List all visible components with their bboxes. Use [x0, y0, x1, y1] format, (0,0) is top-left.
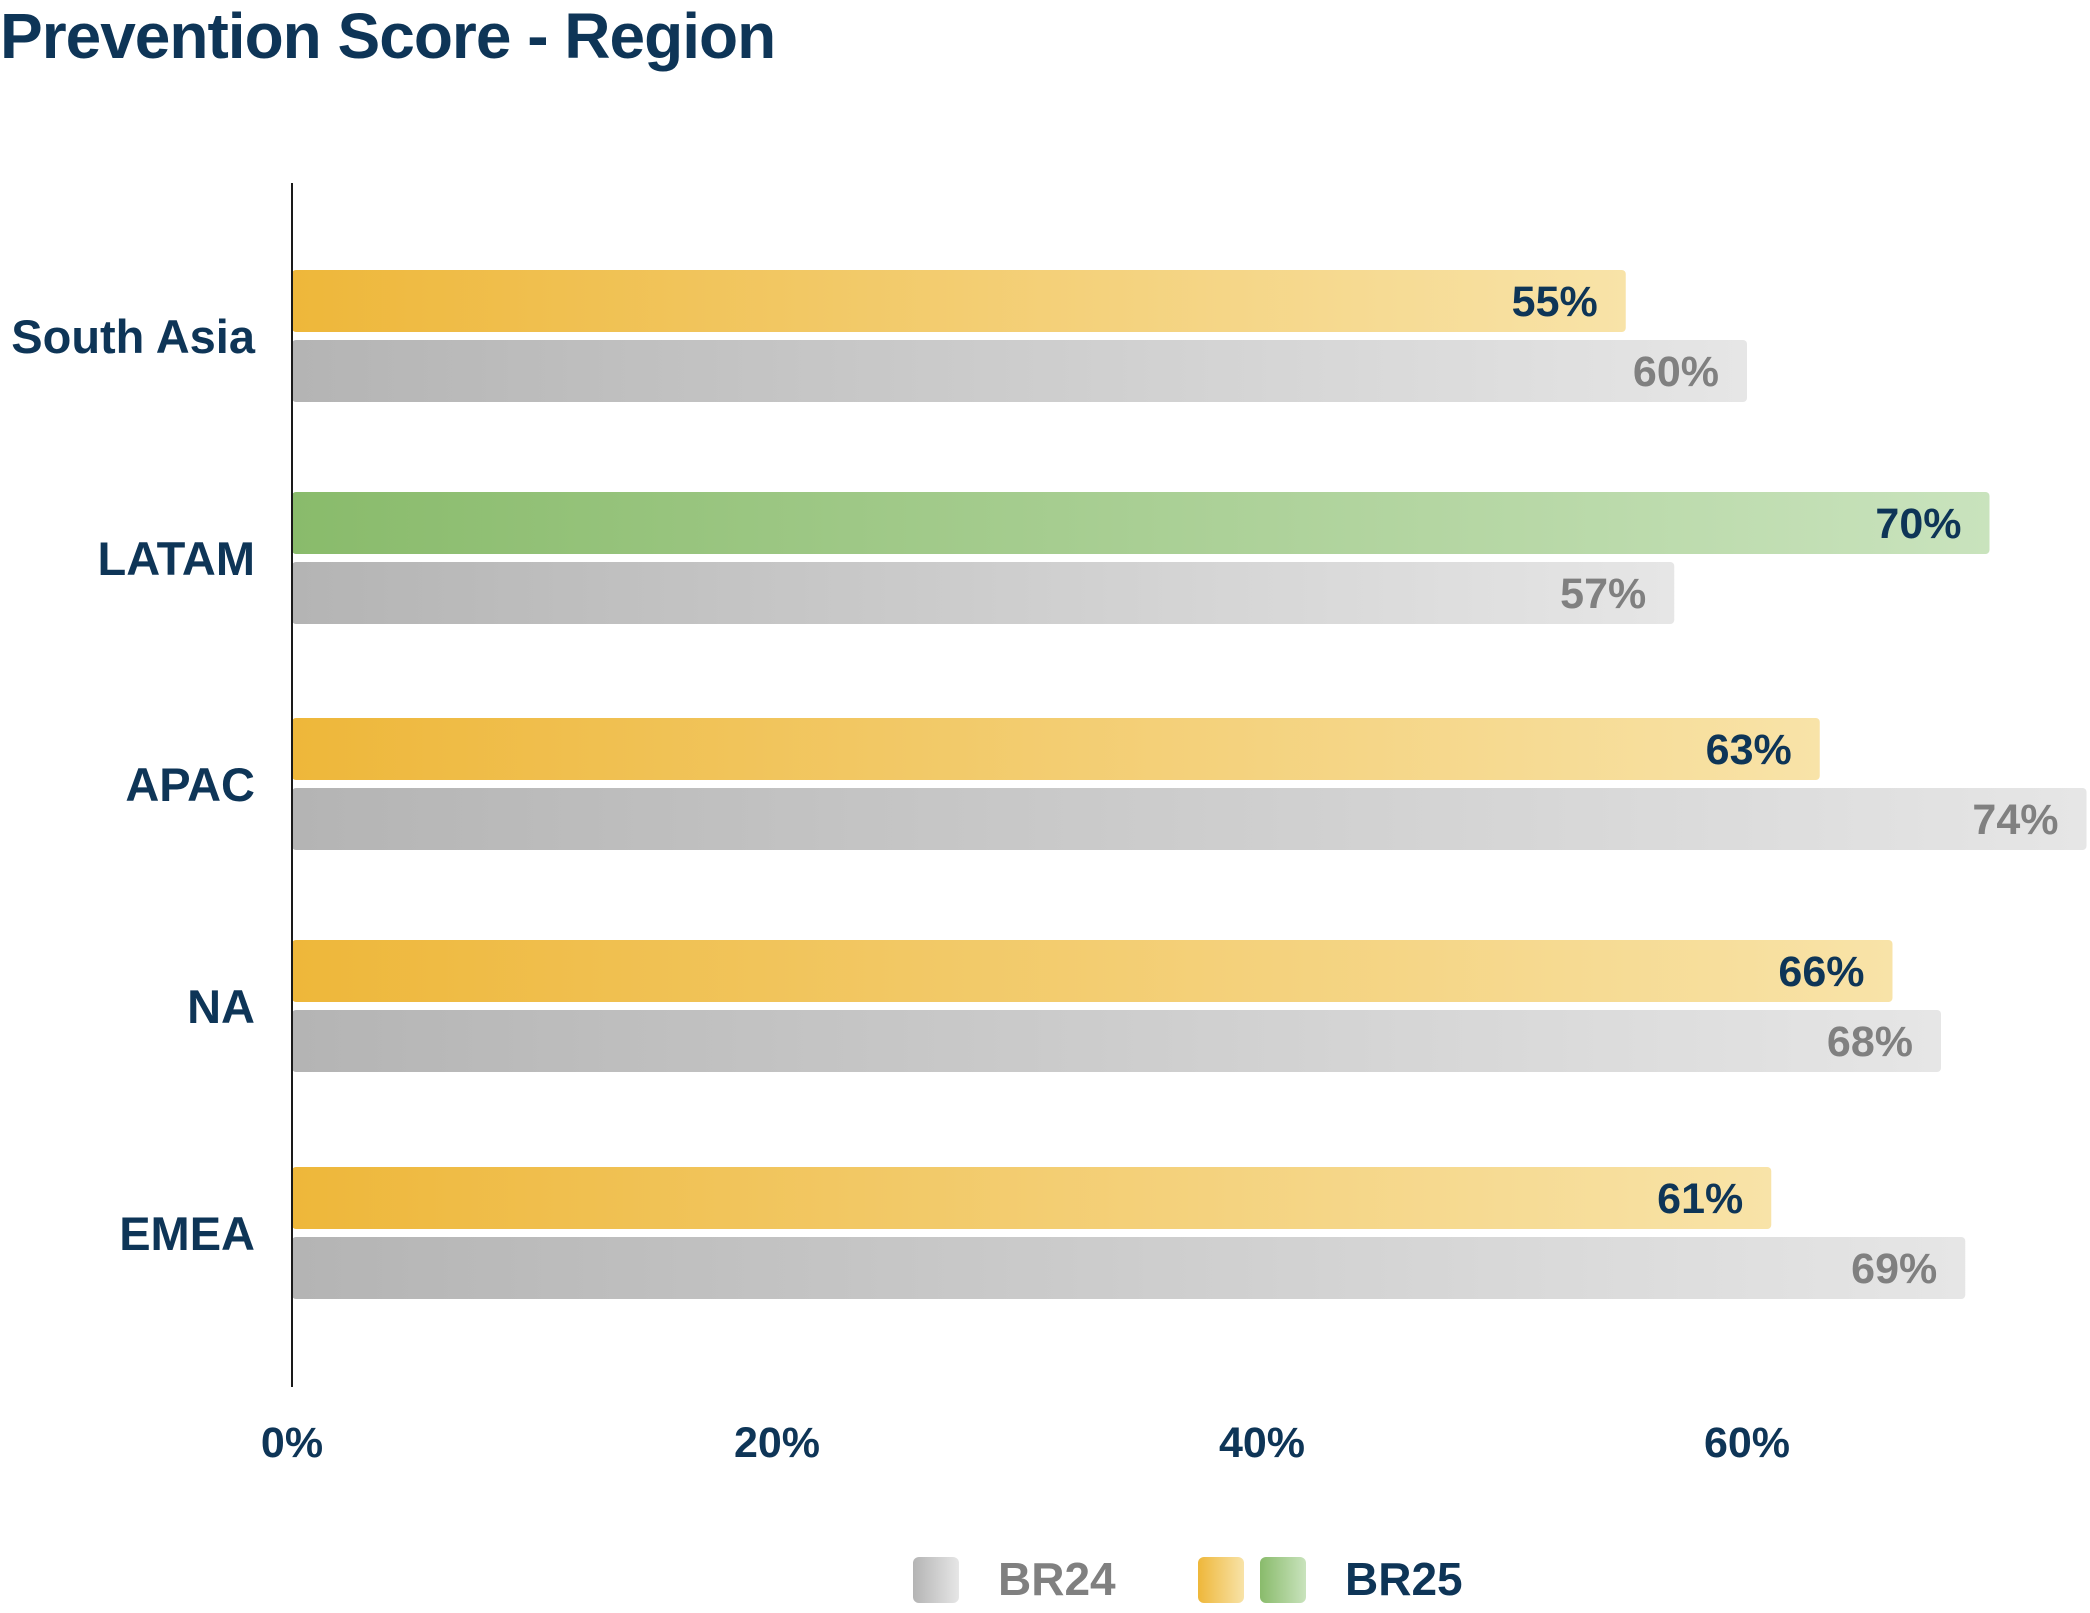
value-label-br24-na: 68%: [1827, 1018, 1913, 1066]
bar-br24-south-asia: [292, 340, 1747, 402]
bar-br24-na: [292, 1010, 1941, 1072]
x-tick-label: 60%: [1704, 1419, 1790, 1467]
value-label-br24-apac: 74%: [1972, 796, 2058, 844]
category-label-apac: APAC: [125, 758, 255, 811]
value-label-br25-latam: 70%: [1875, 500, 1961, 548]
bar-br24-latam: [292, 562, 1675, 624]
category-label-na: NA: [187, 980, 255, 1033]
bar-br24-emea: [292, 1237, 1966, 1299]
bar-br25-apac: [292, 718, 1820, 780]
legend-swatch-br25-highlight: [1260, 1557, 1306, 1603]
value-label-br24-emea: 69%: [1851, 1245, 1937, 1293]
legend-swatch-br25: [1198, 1557, 1244, 1603]
bar-br25-emea: [292, 1167, 1772, 1229]
bar-br25-latam: [292, 492, 1990, 554]
category-label-emea: EMEA: [119, 1207, 255, 1260]
legend-label-br24: BR24: [998, 1553, 1116, 1605]
value-label-br25-apac: 63%: [1706, 726, 1792, 774]
category-label-south-asia: South Asia: [11, 310, 256, 363]
legend: BR24 BR25: [913, 1553, 1463, 1605]
value-label-br25-na: 66%: [1778, 948, 1864, 996]
bar-br25-na: [292, 940, 1893, 1002]
x-tick-label: 40%: [1219, 1419, 1305, 1467]
x-tick-label: 0%: [261, 1419, 323, 1467]
x-axis-tick-labels: 0% 20% 40% 60%: [261, 1419, 1790, 1467]
chart-title: Prevention Score - Region: [0, 0, 776, 72]
category-label-latam: LATAM: [98, 532, 255, 585]
x-tick-label: 20%: [734, 1419, 820, 1467]
bar-br25-south-asia: [292, 270, 1626, 332]
value-labels-layer: 55% 60% 70% 57% 63% 74% 66% 68% 61% 69%: [1512, 278, 2059, 1293]
bar-br24-apac: [292, 788, 2087, 850]
value-label-br24-south-asia: 60%: [1633, 348, 1719, 396]
legend-swatch-br24: [913, 1557, 959, 1603]
value-label-br24-latam: 57%: [1560, 570, 1646, 618]
legend-label-br25: BR25: [1345, 1553, 1463, 1605]
category-labels-layer: South Asia LATAM APAC NA EMEA: [11, 310, 256, 1260]
value-label-br25-south-asia: 55%: [1512, 278, 1598, 326]
value-label-br25-emea: 61%: [1657, 1175, 1743, 1223]
bars-layer: [292, 270, 2087, 1299]
